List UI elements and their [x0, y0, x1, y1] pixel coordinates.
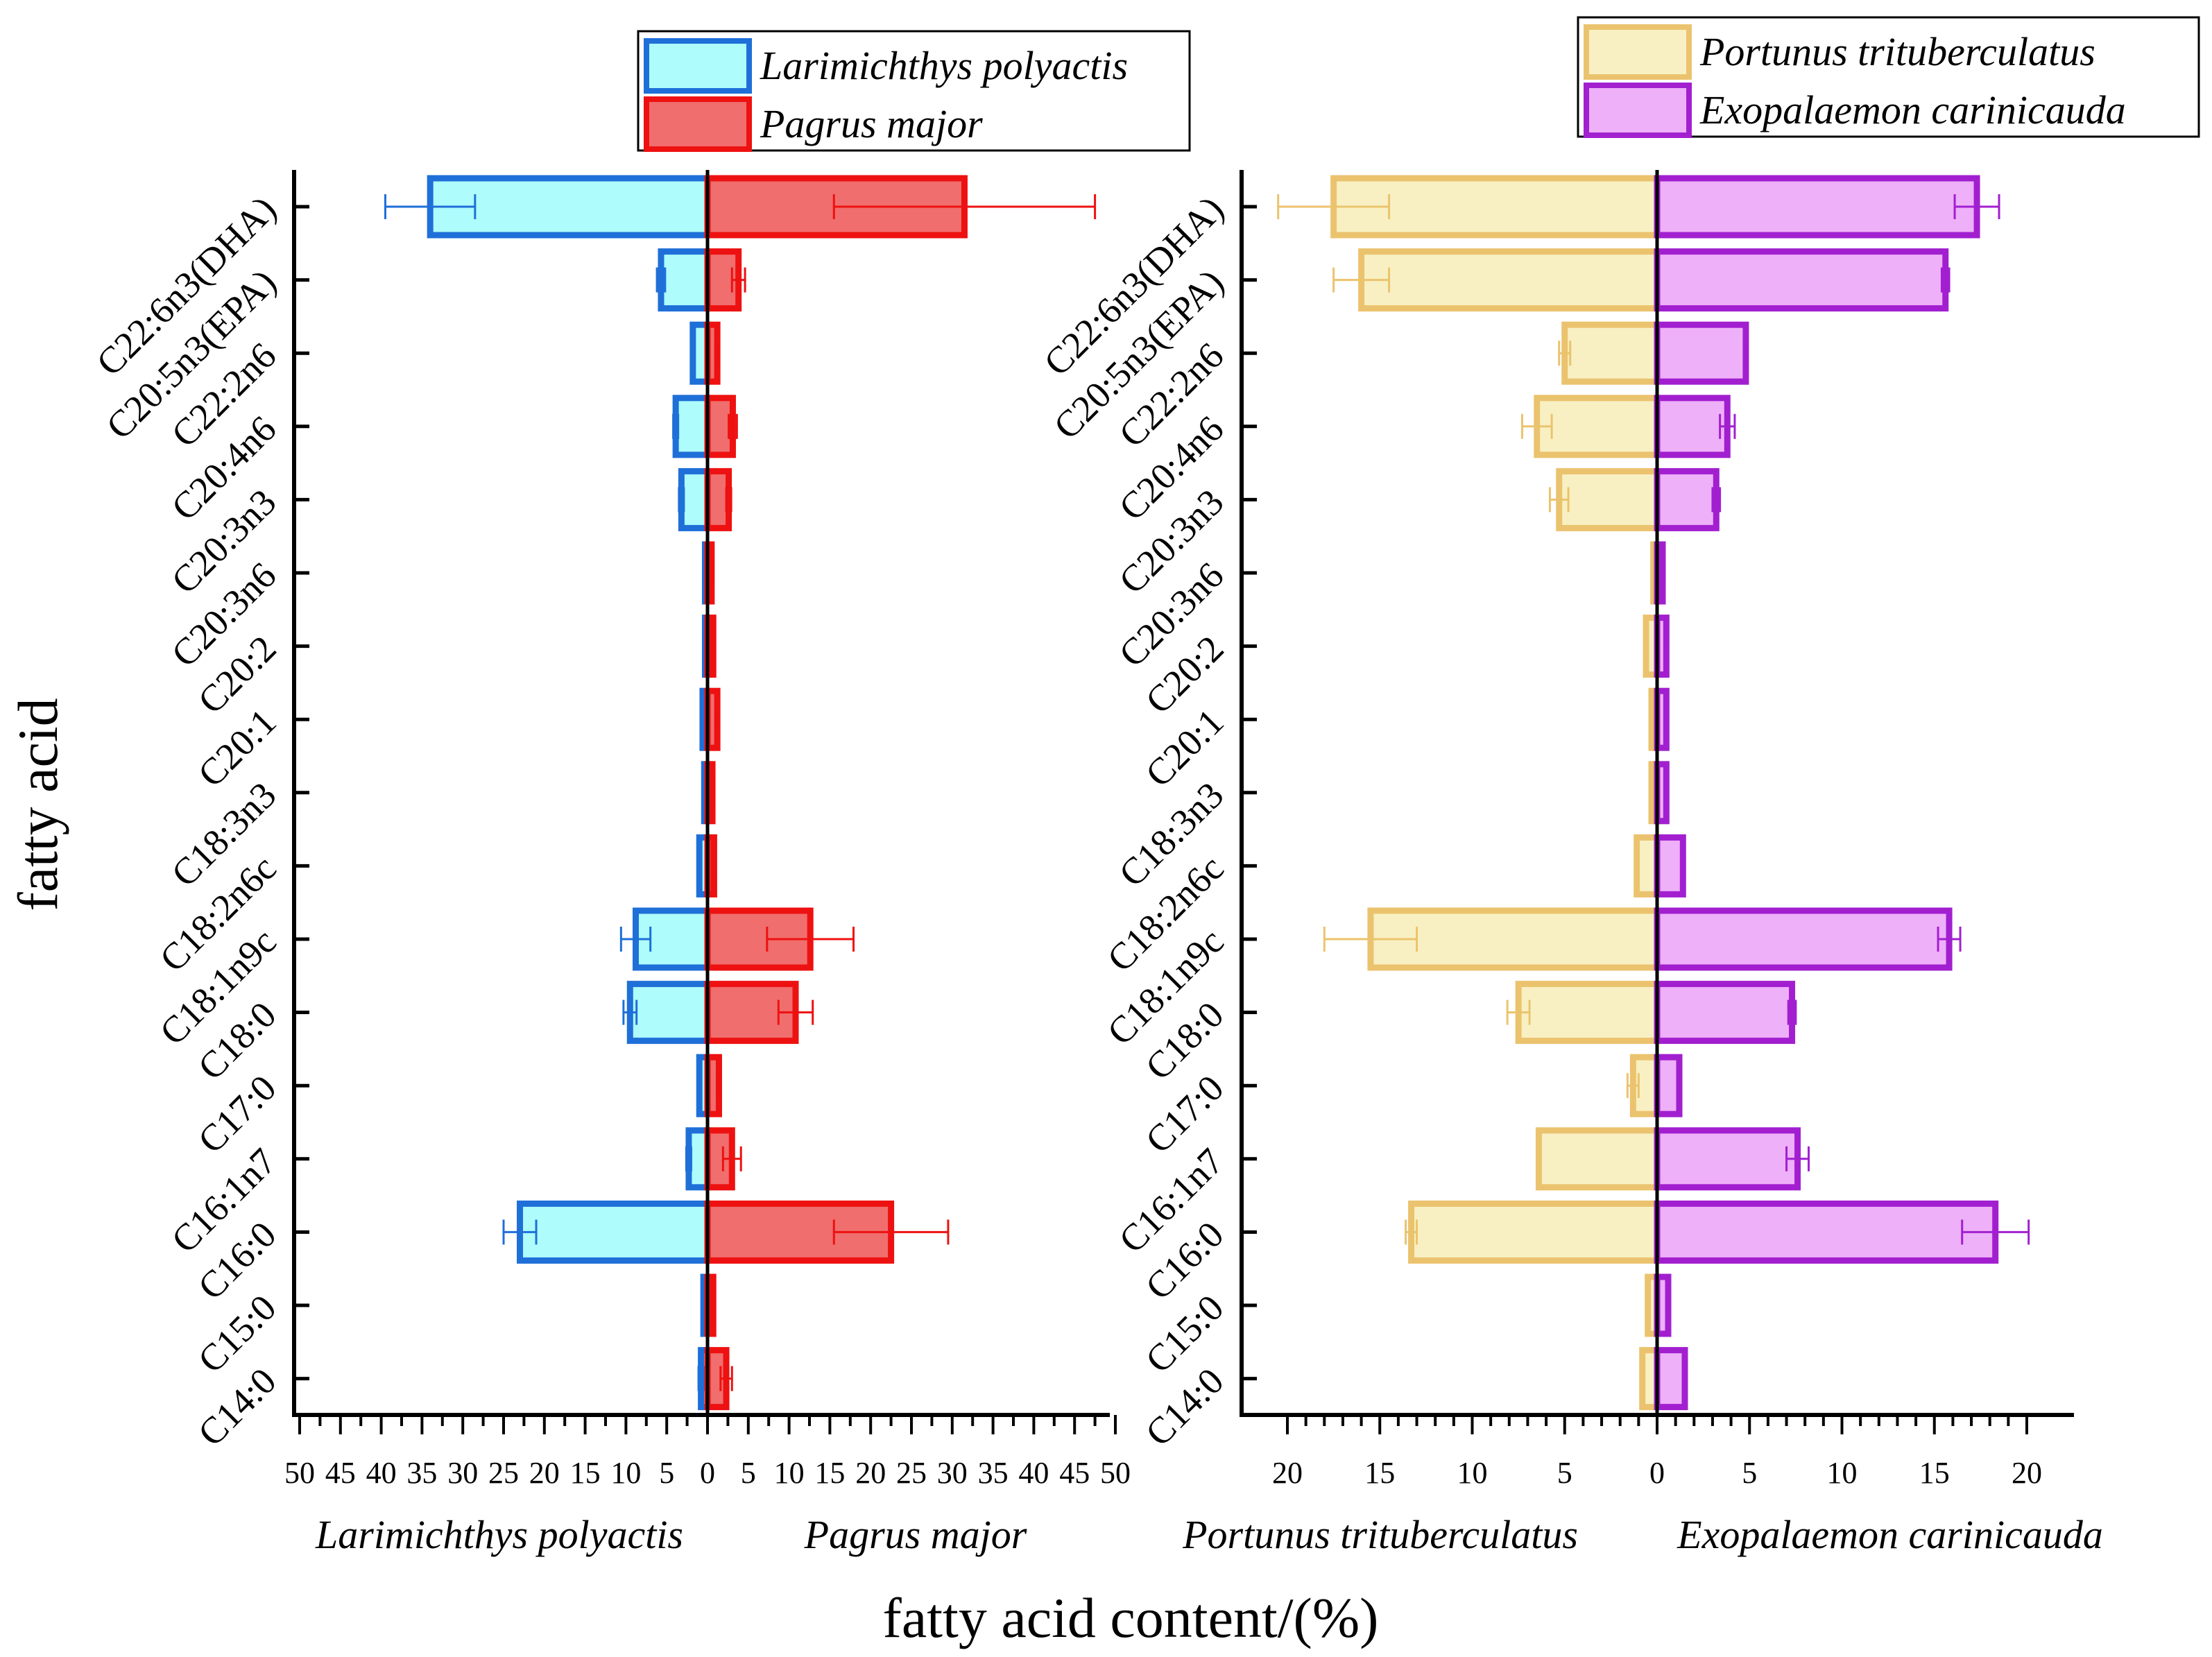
x-tick-label: 50	[284, 1456, 315, 1490]
bar	[1654, 1200, 1999, 1264]
x-tick-label: 25	[896, 1456, 927, 1490]
x-tick-label: 45	[325, 1456, 356, 1490]
bar	[1654, 248, 1949, 312]
x-tick-label: 50	[1100, 1456, 1131, 1490]
bar	[626, 981, 711, 1045]
x-tick-label: 15	[1919, 1456, 1950, 1490]
bar	[672, 395, 711, 458]
x-tick-label: 5	[741, 1456, 756, 1490]
legend-label: Exopalaemon carinicauda	[1699, 87, 2126, 132]
x-axis-title: fatty acid content/(%)	[883, 1586, 1379, 1649]
bar	[1654, 395, 1731, 458]
left-species-label: Portunus trituberculatus	[1182, 1512, 1578, 1557]
bar	[1535, 1127, 1661, 1191]
x-tick-label: 20	[855, 1456, 886, 1490]
x-tick-label: 15	[814, 1456, 845, 1490]
category-label: C20:1	[190, 701, 284, 795]
x-tick-label: 30	[937, 1456, 968, 1490]
bar	[1654, 321, 1749, 385]
x-tick-label: 40	[1018, 1456, 1049, 1490]
bar	[1654, 907, 1953, 971]
legend-swatch	[1584, 24, 1692, 80]
bar	[1654, 1127, 1801, 1191]
legend-swatch	[644, 96, 752, 152]
bar	[1654, 175, 1980, 239]
legend-swatch	[1584, 83, 1692, 138]
x-tick-label: 20	[529, 1456, 560, 1490]
bar	[1654, 834, 1686, 898]
x-tick-label: 15	[1364, 1456, 1395, 1490]
category-label: C20:1	[1138, 701, 1232, 795]
x-tick-label: 0	[1649, 1456, 1665, 1490]
x-tick-label: 5	[659, 1456, 674, 1490]
x-tick-label: 15	[570, 1456, 601, 1490]
legend: Larimichthys polyactis Pagrus major	[637, 30, 1191, 152]
x-tick-label: 25	[488, 1456, 519, 1490]
bar	[1556, 467, 1661, 531]
x-tick-label: 10	[1827, 1456, 1858, 1490]
legend-label: Pagrus major	[760, 101, 983, 146]
bar	[1408, 1200, 1661, 1264]
category-label: C17:0	[190, 1067, 284, 1161]
bar	[1561, 321, 1661, 385]
bar	[517, 1200, 711, 1264]
x-tick-label: 30	[447, 1456, 478, 1490]
category-label: C17:0	[1138, 1067, 1232, 1161]
bar	[1515, 981, 1661, 1045]
x-tick-label: 0	[700, 1456, 715, 1490]
x-tick-label: 20	[2012, 1456, 2042, 1490]
legend-label: Portunus trituberculatus	[1699, 29, 2095, 74]
right-species-label: Exopalaemon carinicauda	[1677, 1512, 2103, 1557]
y-axis-title: fatty acid	[6, 698, 69, 911]
left-species-label: Larimichthys polyactis	[315, 1512, 683, 1557]
legend-label: Larimichthys polyactis	[760, 43, 1128, 88]
category-label: C15:0	[1138, 1287, 1232, 1381]
legend: Portunus trituberculatus Exopalaemon cari…	[1577, 16, 2200, 138]
x-tick-label: 5	[1557, 1456, 1572, 1490]
x-tick-label: 10	[1457, 1456, 1488, 1490]
x-tick-label: 45	[1059, 1456, 1090, 1490]
category-label: C15:0	[190, 1287, 284, 1381]
legend-swatch	[644, 38, 752, 94]
category-label: C14:0	[190, 1360, 284, 1454]
x-tick-label: 40	[366, 1456, 397, 1490]
bar	[678, 467, 711, 531]
bar	[1654, 1347, 1688, 1411]
bar	[658, 248, 711, 312]
x-tick-label: 20	[1272, 1456, 1303, 1490]
x-tick-label: 35	[978, 1456, 1009, 1490]
bar	[1654, 981, 1796, 1045]
x-tick-label: 10	[774, 1456, 805, 1490]
bar	[1654, 1054, 1683, 1117]
x-tick-label: 5	[1742, 1456, 1757, 1490]
x-tick-label: 10	[610, 1456, 641, 1490]
x-tick-label: 35	[406, 1456, 437, 1490]
panel-fish: C14:0C15:0C16:0C16:1n7C17:0C18:0C18:1n9c…	[88, 30, 1191, 1557]
bar	[1534, 395, 1661, 458]
right-species-label: Pagrus major	[804, 1512, 1027, 1557]
bar	[1358, 248, 1661, 312]
panel-crustacean: C14:0C15:0C16:0C16:1n7C17:0C18:0C18:1n9c…	[1036, 16, 2200, 1557]
bar	[1654, 467, 1720, 531]
category-label: C14:0	[1138, 1360, 1232, 1454]
